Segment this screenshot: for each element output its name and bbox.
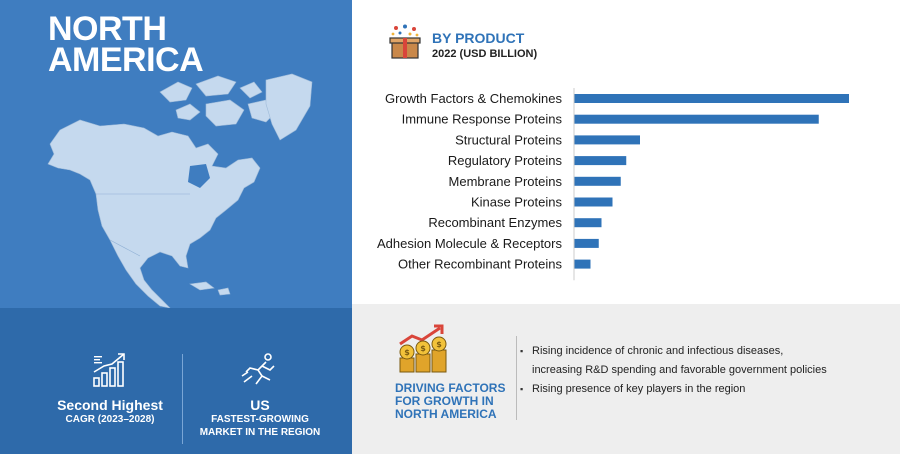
stat-fastest-value: US: [250, 397, 270, 413]
bar: [574, 114, 819, 124]
driving-title-line1: DRIVING FACTORS: [395, 381, 506, 395]
svg-text:$: $: [404, 348, 410, 357]
bar: [574, 176, 621, 186]
bar: [574, 197, 613, 207]
runner-icon: [241, 353, 275, 385]
driving-title-line3: NORTH AMERICA: [395, 407, 497, 421]
bar: [574, 238, 599, 248]
stats-divider: [182, 354, 183, 444]
svg-text:$: $: [420, 344, 426, 353]
driving-factors-list: Rising incidence of chronic and infectio…: [520, 342, 827, 399]
category-label: Other Recombinant Proteins: [398, 257, 563, 272]
stat-fastest: US FASTEST-GROWING MARKET IN THE REGION: [190, 352, 330, 439]
category-label: Structural Proteins: [455, 132, 562, 147]
category-label: Kinase Proteins: [471, 195, 563, 210]
stats-panel: [0, 308, 352, 454]
stat-fastest-label1: FASTEST-GROWING: [211, 414, 309, 425]
stat-fastest-label2: MARKET IN THE REGION: [199, 427, 321, 438]
driving-divider: [516, 336, 517, 420]
gift-box-icon: [389, 24, 421, 59]
stat-cagr: Second Highest CAGR (2023–2028): [40, 352, 180, 426]
region-title-line1: NORTH: [48, 10, 167, 48]
rising-bar-chart-icon: [93, 353, 125, 387]
driving-factors-title: DRIVING FACTORS FOR GROWTH IN NORTH AMER…: [395, 382, 505, 421]
product-panel: [352, 0, 900, 304]
product-subtitle: 2022 (USD BILLION): [432, 48, 538, 60]
category-label: Recombinant Enzymes: [428, 215, 562, 230]
stat-cagr-label: CAGR (2023–2028): [65, 414, 155, 425]
region-title: NORTH AMERICA: [48, 10, 204, 79]
product-title: BY PRODUCT: [432, 30, 525, 46]
driving-factor-item: Rising presence of key players in the re…: [520, 380, 827, 399]
bar: [574, 94, 849, 103]
region-title-line2: AMERICA: [48, 41, 204, 79]
stat-cagr-value: Second Highest: [57, 397, 163, 413]
bar: [574, 156, 627, 166]
svg-text:$: $: [436, 340, 442, 349]
category-label: Adhesion Molecule & Receptors: [377, 236, 562, 251]
category-label: Membrane Proteins: [449, 174, 563, 189]
driving-title-line2: FOR GROWTH IN: [395, 394, 494, 408]
bar: [574, 218, 602, 228]
category-label: Growth Factors & Chemokines: [385, 91, 563, 106]
driving-factor-item: increasing R&D spending and favorable go…: [532, 364, 827, 376]
category-label: Regulatory Proteins: [448, 153, 563, 168]
category-label: Immune Response Proteins: [402, 112, 563, 127]
north-america-map-icon: [47, 73, 313, 309]
product-bar-chart: Growth Factors & Chemokines Immune Respon…: [377, 88, 849, 281]
driving-factor-item: Rising incidence of chronic and infectio…: [520, 342, 827, 361]
bar: [574, 135, 640, 145]
region-panel: NORTH AMERICA: [0, 0, 352, 454]
coins-growth-icon: $ $ $: [399, 324, 447, 373]
bar: [574, 259, 591, 269]
